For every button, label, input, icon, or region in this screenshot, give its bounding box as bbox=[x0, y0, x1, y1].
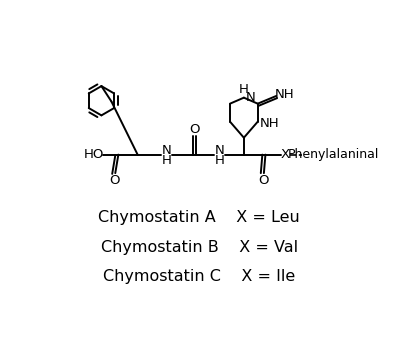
Text: O: O bbox=[109, 174, 120, 186]
Text: HO: HO bbox=[83, 148, 104, 161]
Text: O: O bbox=[189, 123, 200, 136]
Text: O: O bbox=[258, 174, 269, 186]
Text: Chymostatin B    X = Val: Chymostatin B X = Val bbox=[101, 240, 298, 255]
Text: H: H bbox=[162, 154, 172, 166]
Text: N: N bbox=[162, 143, 172, 157]
Text: Phenylalaninal: Phenylalaninal bbox=[288, 148, 379, 161]
Text: N: N bbox=[246, 91, 256, 104]
Text: H: H bbox=[214, 154, 224, 166]
Text: NH: NH bbox=[260, 117, 280, 130]
Text: NH: NH bbox=[275, 88, 295, 101]
Text: Chymostatin C    X = Ile: Chymostatin C X = Ile bbox=[103, 269, 295, 284]
Text: Chymostatin A    X = Leu: Chymostatin A X = Leu bbox=[98, 210, 300, 225]
Text: H: H bbox=[239, 83, 249, 96]
Text: X: X bbox=[280, 148, 289, 161]
Text: N: N bbox=[215, 143, 224, 157]
